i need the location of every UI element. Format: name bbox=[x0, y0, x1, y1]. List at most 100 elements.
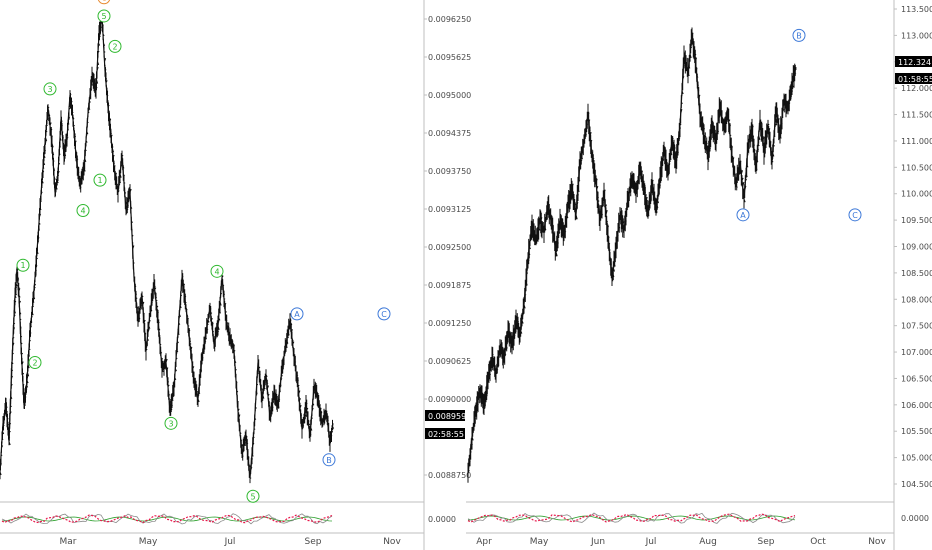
y-tick-label: 0.0090625 bbox=[428, 357, 471, 366]
last-price-badge bbox=[895, 56, 932, 67]
wave-label-circle bbox=[93, 173, 107, 187]
countdown-badge bbox=[425, 428, 465, 439]
x-tick-label: Nov bbox=[868, 537, 886, 547]
y-tick-label: 106.000 bbox=[901, 401, 932, 410]
y-tick-label: 105.500 bbox=[901, 427, 932, 436]
y-tick-label: 0.0093125 bbox=[428, 205, 471, 214]
wave-label-circle bbox=[76, 204, 90, 218]
wave-label-text: C bbox=[101, 0, 107, 3]
oscillator-signal-line bbox=[1, 516, 333, 522]
y-tick-label: 113.000 bbox=[901, 31, 932, 40]
wave-label-circle bbox=[848, 208, 862, 222]
y-tick-label: 110.500 bbox=[901, 163, 932, 172]
wave-label-text: 1 bbox=[97, 176, 102, 185]
y-tick-label: 106.500 bbox=[901, 374, 932, 383]
oscillator-main-line bbox=[467, 512, 796, 524]
wave-label-blue: B bbox=[792, 28, 806, 42]
last-price-text: 0.0089595 bbox=[428, 412, 471, 421]
wave-label-circle bbox=[246, 489, 260, 503]
wave-label-text: A bbox=[740, 211, 746, 220]
y-tick-label: 0.0092500 bbox=[428, 243, 471, 252]
wave-label-text: 4 bbox=[80, 207, 85, 216]
x-tick-label: Jun bbox=[590, 537, 605, 547]
wave-label-green: 1 bbox=[93, 173, 107, 187]
wave-label-circle bbox=[43, 82, 57, 96]
right-chart-panel: 113.500113.000112.500112.000111.500111.0… bbox=[466, 0, 932, 550]
y-tick-label: 108.500 bbox=[901, 269, 932, 278]
y-tick-label: 109.000 bbox=[901, 243, 932, 252]
y-tick-label: 0.0094375 bbox=[428, 129, 471, 138]
wave-label-green: 3 bbox=[43, 82, 57, 96]
wave-label-circle bbox=[164, 416, 178, 430]
y-tick-label: 107.000 bbox=[901, 348, 932, 357]
wave-label-orange: C bbox=[97, 0, 111, 5]
wave-label-blue: C bbox=[848, 208, 862, 222]
wave-label-text: 3 bbox=[47, 85, 52, 94]
countdown-text: 02:58:55 bbox=[428, 430, 464, 439]
countdown-badge bbox=[895, 73, 932, 84]
oscillator-y-tick: 0.0000 bbox=[901, 514, 929, 523]
wave-label-circle bbox=[108, 39, 122, 53]
x-tick-label: Oct bbox=[810, 537, 826, 547]
wave-label-green: 4 bbox=[76, 204, 90, 218]
wave-label-green: 5 bbox=[97, 9, 111, 23]
wave-label-green: 5 bbox=[246, 489, 260, 503]
left-chart-panel: 0.0096250 0.0095625 0.0095000 0.0094375 0.00… bbox=[0, 0, 471, 550]
wave-label-text: B bbox=[796, 31, 802, 40]
y-tick-label: 0.0095000 bbox=[428, 91, 471, 100]
wave-label-text: 1 bbox=[20, 261, 25, 270]
y-tick-label: 0.0091875 bbox=[428, 281, 471, 290]
wave-label-circle bbox=[16, 258, 30, 272]
y-tick-label: 0.0090000 bbox=[428, 395, 471, 404]
oscillator-main-line bbox=[1, 513, 333, 525]
x-tick-label: Apr bbox=[476, 537, 492, 547]
wave-label-green: 4 bbox=[210, 264, 224, 278]
x-tick-label: Mar bbox=[60, 537, 77, 547]
wave-label-text: A bbox=[294, 310, 300, 319]
x-tick-label: May bbox=[139, 537, 158, 547]
wave-label-circle bbox=[377, 307, 391, 321]
wave-label-blue: B bbox=[322, 453, 336, 467]
x-tick-label: Aug bbox=[699, 537, 717, 547]
oscillator-red-line bbox=[467, 513, 796, 523]
price-close-line bbox=[467, 35, 797, 474]
wave-label-green: 2 bbox=[28, 356, 42, 370]
wave-label-text: 3 bbox=[168, 419, 173, 428]
wave-label-text: C bbox=[381, 310, 387, 319]
wave-label-text: B bbox=[326, 456, 332, 465]
last-price-badge bbox=[425, 410, 465, 421]
y-tick-label: 112.000 bbox=[901, 84, 932, 93]
wave-label-text: 5 bbox=[250, 492, 255, 501]
wave-label-text: 4 bbox=[214, 267, 219, 276]
wave-label-text: 5 bbox=[101, 12, 106, 21]
wave-label-text: 2 bbox=[112, 42, 117, 51]
y-tick-label: 0.0093750 bbox=[428, 167, 471, 176]
y-tick-label: 0.0096250 bbox=[428, 15, 471, 24]
wave-label-circle bbox=[736, 208, 750, 222]
wave-label-blue: A bbox=[736, 208, 750, 222]
y-tick-label: 0.0088750 bbox=[428, 471, 471, 480]
y-tick-label: 113.500 bbox=[901, 5, 932, 14]
wave-label-blue: A bbox=[290, 307, 304, 321]
wave-label-green: 2 bbox=[108, 39, 122, 53]
y-tick-label: 108.000 bbox=[901, 295, 932, 304]
y-tick-label: 110.000 bbox=[901, 190, 932, 199]
last-price-text: 112.324 bbox=[898, 58, 931, 67]
y-tick-label: 107.500 bbox=[901, 322, 932, 331]
y-tick-label: 111.000 bbox=[901, 137, 932, 146]
oscillator-y-tick: 0.0000 bbox=[428, 515, 456, 524]
wave-label-circle bbox=[28, 356, 42, 370]
y-tick-label: 104.500 bbox=[901, 480, 932, 489]
wave-label-circle bbox=[792, 28, 806, 42]
y-tick-label: 0.0091250 bbox=[428, 319, 471, 328]
x-tick-label: Sep bbox=[758, 537, 775, 547]
price-close-line bbox=[0, 15, 334, 479]
wave-label-circle bbox=[210, 264, 224, 278]
y-tick-label: 109.500 bbox=[901, 216, 932, 225]
y-tick-label: 105.000 bbox=[901, 454, 932, 463]
x-tick-label: Nov bbox=[383, 537, 401, 547]
wave-label-text: 2 bbox=[32, 359, 37, 368]
oscillator-signal-line bbox=[467, 515, 796, 521]
wave-label-blue: C bbox=[377, 307, 391, 321]
